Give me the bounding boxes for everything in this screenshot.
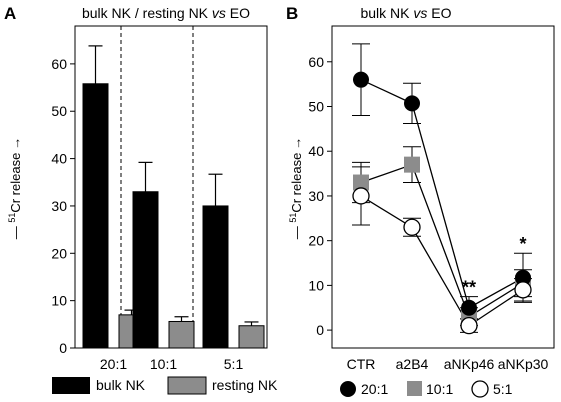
significance-ankp46: ** [462, 278, 476, 298]
panel-b-ytick-label: 20 [308, 233, 324, 249]
bar-bulk-nk-20-1 [82, 83, 109, 349]
legend-marker-10-1 [407, 381, 422, 396]
panel-b: B bulk NK vs EO — 51Cr release→ 0 10 20 30 4… [286, 4, 555, 398]
panel-a-xtick-label: 20:1 [100, 356, 127, 372]
legend-label-10-1: 10:1 [426, 381, 453, 397]
panel-b-title: bulk NK vs EO [360, 5, 451, 21]
panel-a-ytick-label: 20 [51, 245, 67, 261]
legend-swatch-resting-nk [167, 376, 207, 395]
legend-label-resting-nk: resting NK [212, 377, 278, 393]
panel-a-xtick-label: 10:1 [150, 356, 177, 372]
panel-a-ytick-label: 50 [51, 103, 67, 119]
series-line-5-1 [360, 195, 524, 327]
panel-b-xtick-label: a2B4 [396, 356, 429, 372]
panel-b-label: B [286, 4, 298, 23]
panel-a-xtick-label: 5:1 [224, 356, 244, 372]
point-10-1-ctr [353, 174, 369, 191]
panel-a-ytick-label: 60 [51, 56, 67, 72]
panel-b-plot-frame [331, 25, 555, 349]
series-line-10-1 [360, 163, 524, 318]
legend-label-20-1: 20:1 [361, 381, 388, 397]
point-10-1-a2b4 [404, 156, 420, 173]
svg-text:— 51Cr release→: — 51Cr release→ [7, 137, 23, 240]
point-20-1-a2b4 [404, 95, 420, 112]
panel-a-ytick-label: 0 [59, 340, 67, 356]
panel-a-ylabel: — 51Cr release→ [7, 137, 23, 240]
panel-a-ytick-label: 40 [51, 151, 67, 167]
panel-b-ytick-label: 40 [308, 143, 324, 159]
series-line-20-1 [360, 79, 524, 309]
panel-b-legend: 20:1 10:1 5:1 [340, 380, 513, 398]
panel-b-ytick-label: 0 [316, 322, 324, 338]
panel-b-xtick-label: aNKp46 [444, 356, 495, 372]
panel-a: A bulk NK / resting NK vs EO — 51Cr rele… [4, 4, 278, 395]
legend-swatch-bulk-nk [52, 377, 90, 394]
point-20-1-ankp46 [461, 299, 477, 316]
panel-b-ytick-label: 30 [308, 188, 324, 204]
point-20-1-ankp30 [515, 269, 531, 286]
panel-a-ytick-label: 30 [51, 198, 67, 214]
panel-b-xtick-label: CTR [347, 356, 376, 372]
bar-bulk-nk-5-1 [202, 205, 229, 349]
panel-a-legend: bulk NK resting NK [52, 376, 278, 395]
legend-label-5-1: 5:1 [493, 381, 513, 397]
point-5-1-ankp30 [514, 281, 532, 299]
point-20-1-ctr [353, 71, 369, 88]
panel-b-ylabel: — 51Cr release→ [288, 137, 304, 240]
legend-marker-20-1 [340, 381, 356, 397]
bar-bulk-nk-10-1 [132, 191, 159, 349]
point-5-1-ankp46 [460, 316, 478, 335]
legend-label-bulk-nk: bulk NK [96, 377, 146, 393]
point-5-1-a2b4 [403, 218, 421, 236]
panel-b-ytick-label: 50 [308, 99, 324, 115]
point-5-1-ctr [352, 187, 370, 205]
panel-a-label: A [4, 4, 16, 23]
panel-a-ytick-label: 10 [51, 293, 67, 309]
panel-b-xtick-label: aNKp30 [498, 356, 549, 372]
panel-a-title: bulk NK / resting NK vs EO [82, 5, 250, 21]
legend-marker-5-1 [471, 380, 489, 398]
panel-b-ytick-label: 60 [308, 54, 324, 70]
svg-text:— 51Cr release→: — 51Cr release→ [288, 137, 304, 240]
bar-resting-nk-10-1 [168, 320, 195, 349]
panel-b-ytick-label: 10 [308, 277, 324, 293]
bar-resting-nk-5-1 [238, 325, 265, 349]
significance-ankp30: * [519, 234, 526, 254]
